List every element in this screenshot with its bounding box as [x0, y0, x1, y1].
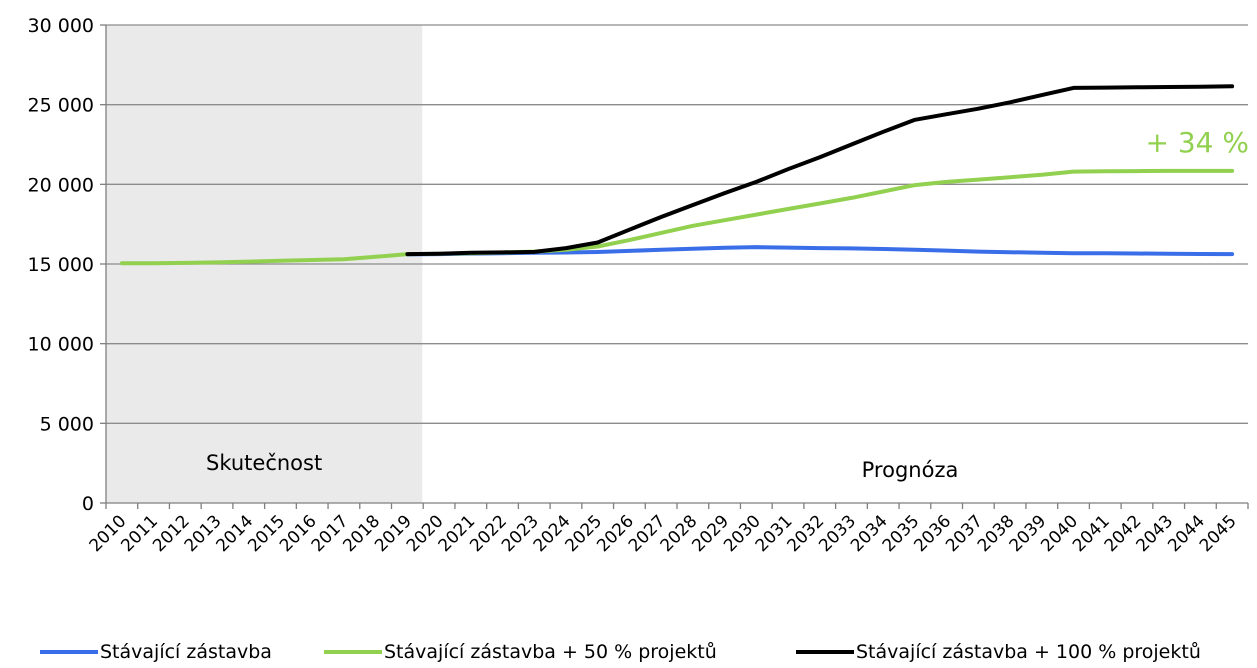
- legend-item: Stávající zástavba: [40, 641, 272, 663]
- y-tick-label: 15 000: [28, 254, 94, 276]
- legend-label: Stávající zástavba + 100 % projektů: [856, 641, 1201, 663]
- y-tick-label: 0: [82, 493, 94, 515]
- legend-item: Stávající zástavba + 50 % projektů: [324, 641, 717, 663]
- x-tick-label: 2045: [1196, 511, 1241, 556]
- y-tick-label: 10 000: [28, 334, 94, 356]
- legend-swatch: [796, 650, 854, 654]
- y-tick-label: 20 000: [28, 174, 94, 196]
- series-line-3: [405, 84, 1235, 257]
- legend-swatch: [40, 650, 98, 654]
- legend-label: Stávající zástavba + 50 % projektů: [384, 641, 717, 663]
- growth-annotation: + 34 %: [1146, 126, 1250, 159]
- series-line-2: [119, 168, 1235, 266]
- history-label: Skutečnost: [206, 451, 322, 475]
- legend-item: Stávající zástavba + 100 % projektů: [796, 641, 1201, 663]
- y-tick-label: 5 000: [40, 413, 94, 435]
- legend: Stávající zástavba Stávající zástavba + 5…: [0, 641, 1257, 665]
- legend-label: Stávající zástavba: [100, 641, 272, 663]
- forecast-label: Prognóza: [862, 458, 959, 482]
- y-tick-label: 25 000: [28, 95, 94, 117]
- legend-swatch: [324, 650, 382, 654]
- y-tick-label: 30 000: [28, 15, 94, 37]
